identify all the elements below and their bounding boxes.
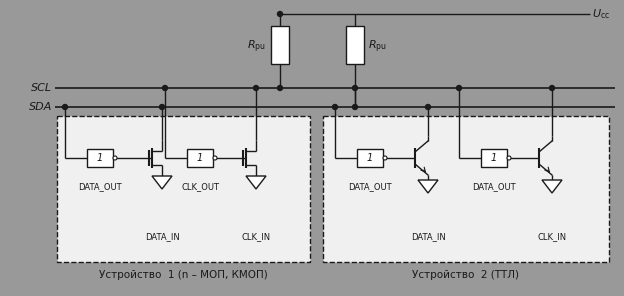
Text: 1: 1 [367, 153, 373, 163]
Circle shape [507, 156, 511, 160]
Circle shape [278, 12, 283, 17]
Bar [57, 116, 310, 262]
Text: Устройство  1 (n – МОП, КМОП): Устройство 1 (n – МОП, КМОП) [99, 270, 268, 280]
Circle shape [383, 156, 387, 160]
Bar [481, 149, 507, 167]
Circle shape [333, 104, 338, 110]
Text: R$_{\mathrm{pu}}$: R$_{\mathrm{pu}}$ [247, 39, 266, 55]
Circle shape [353, 86, 358, 91]
Bar [87, 149, 113, 167]
Text: DATA_OUT: DATA_OUT [472, 182, 516, 191]
Text: SCL: SCL [31, 83, 52, 93]
Text: 1: 1 [197, 153, 203, 163]
Text: SDA: SDA [29, 102, 52, 112]
Circle shape [426, 104, 431, 110]
Circle shape [162, 86, 167, 91]
Text: R$_{\mathrm{pu}}$: R$_{\mathrm{pu}}$ [368, 39, 387, 55]
Circle shape [353, 104, 358, 110]
Bar [187, 149, 213, 167]
Text: DATA_OUT: DATA_OUT [78, 182, 122, 191]
Text: 1: 1 [491, 153, 497, 163]
Polygon shape [152, 176, 172, 189]
Text: 1: 1 [97, 153, 103, 163]
Circle shape [213, 156, 217, 160]
Circle shape [253, 86, 258, 91]
Circle shape [550, 86, 555, 91]
Text: DATA_OUT: DATA_OUT [348, 182, 392, 191]
Bar [271, 26, 289, 64]
Circle shape [160, 104, 165, 110]
Polygon shape [418, 180, 438, 193]
Text: U$_{\mathrm{cc}}$: U$_{\mathrm{cc}}$ [592, 7, 610, 21]
Text: DATA_IN: DATA_IN [145, 232, 179, 241]
Text: CLK_OUT: CLK_OUT [181, 182, 219, 191]
Bar [346, 26, 364, 64]
Text: Устройство  2 (ТТЛ): Устройство 2 (ТТЛ) [412, 270, 520, 280]
Text: DATA_IN: DATA_IN [411, 232, 446, 241]
Polygon shape [542, 180, 562, 193]
Circle shape [278, 86, 283, 91]
Circle shape [62, 104, 67, 110]
Text: CLK_IN: CLK_IN [241, 232, 271, 241]
Text: CLK_IN: CLK_IN [537, 232, 567, 241]
Circle shape [113, 156, 117, 160]
Polygon shape [246, 176, 266, 189]
Bar [357, 149, 383, 167]
Bar [323, 116, 609, 262]
Circle shape [457, 86, 462, 91]
